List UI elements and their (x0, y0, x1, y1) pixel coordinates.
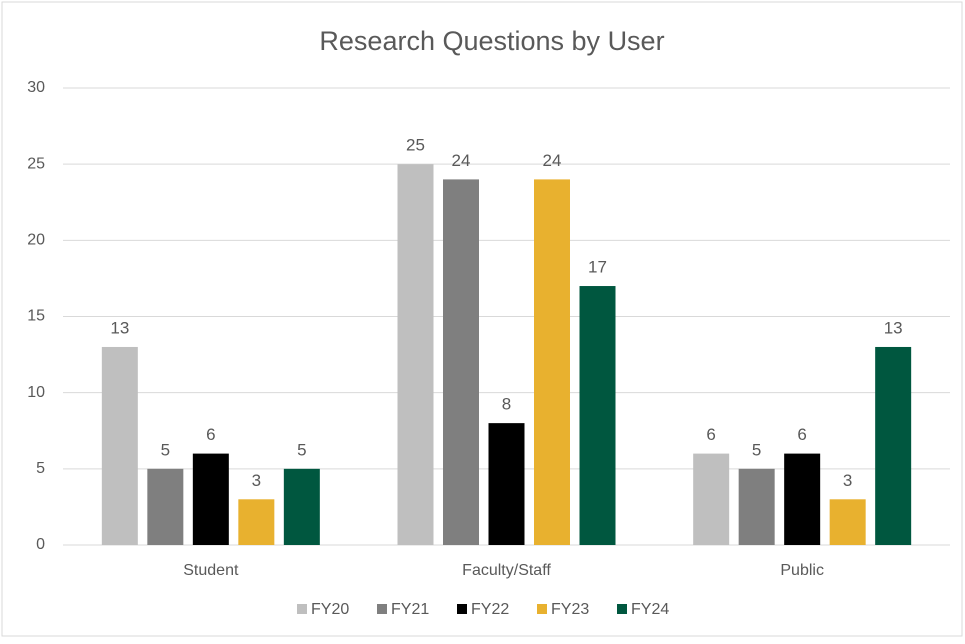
bar (534, 179, 570, 545)
y-tick-label: 10 (27, 384, 45, 401)
bar (875, 346, 912, 545)
y-tick-label: 5 (36, 460, 45, 477)
legend-label: FY23 (551, 601, 589, 618)
bar (738, 468, 775, 545)
data-label: 5 (297, 440, 306, 459)
data-label: 3 (843, 471, 852, 490)
bar (283, 468, 320, 545)
bar (192, 453, 229, 545)
data-label: 17 (588, 258, 607, 277)
bar (397, 164, 434, 545)
legend-swatch (377, 604, 387, 614)
data-label: 6 (706, 425, 715, 444)
x-tick-label: Public (780, 562, 824, 579)
bar (443, 179, 479, 545)
bar (488, 423, 525, 545)
legend-label: FY22 (471, 601, 509, 618)
data-label: 6 (797, 425, 806, 444)
legend-swatch (537, 604, 547, 614)
data-label: 24 (452, 151, 471, 170)
bar (784, 453, 821, 545)
bar (829, 499, 866, 545)
y-tick-label: 0 (36, 536, 45, 553)
data-label: 3 (252, 471, 261, 490)
legend-label: FY24 (631, 601, 669, 618)
data-label: 8 (502, 395, 511, 414)
y-tick-label: 25 (27, 155, 45, 172)
data-label: 5 (752, 440, 761, 459)
data-label: 13 (110, 318, 129, 337)
bar (579, 286, 616, 545)
y-tick-label: 20 (27, 232, 45, 249)
y-tick-label: 30 (27, 79, 45, 96)
chart-title: Research Questions by User (319, 26, 664, 56)
x-tick-label: Faculty/Staff (462, 562, 551, 579)
legend-label: FY20 (311, 601, 349, 618)
bar (101, 346, 138, 545)
legend-swatch (617, 604, 627, 614)
x-tick-label: Student (183, 562, 239, 579)
data-label: 25 (406, 136, 425, 155)
data-label: 24 (543, 151, 562, 170)
data-label: 13 (884, 318, 903, 337)
data-label: 6 (206, 425, 215, 444)
legend-swatch (457, 604, 467, 614)
bar (693, 453, 730, 545)
y-tick-label: 15 (27, 308, 45, 325)
bar (147, 468, 184, 545)
data-label: 5 (161, 440, 170, 459)
bar (238, 499, 275, 545)
legend-swatch (297, 604, 307, 614)
legend-label: FY21 (391, 601, 429, 618)
